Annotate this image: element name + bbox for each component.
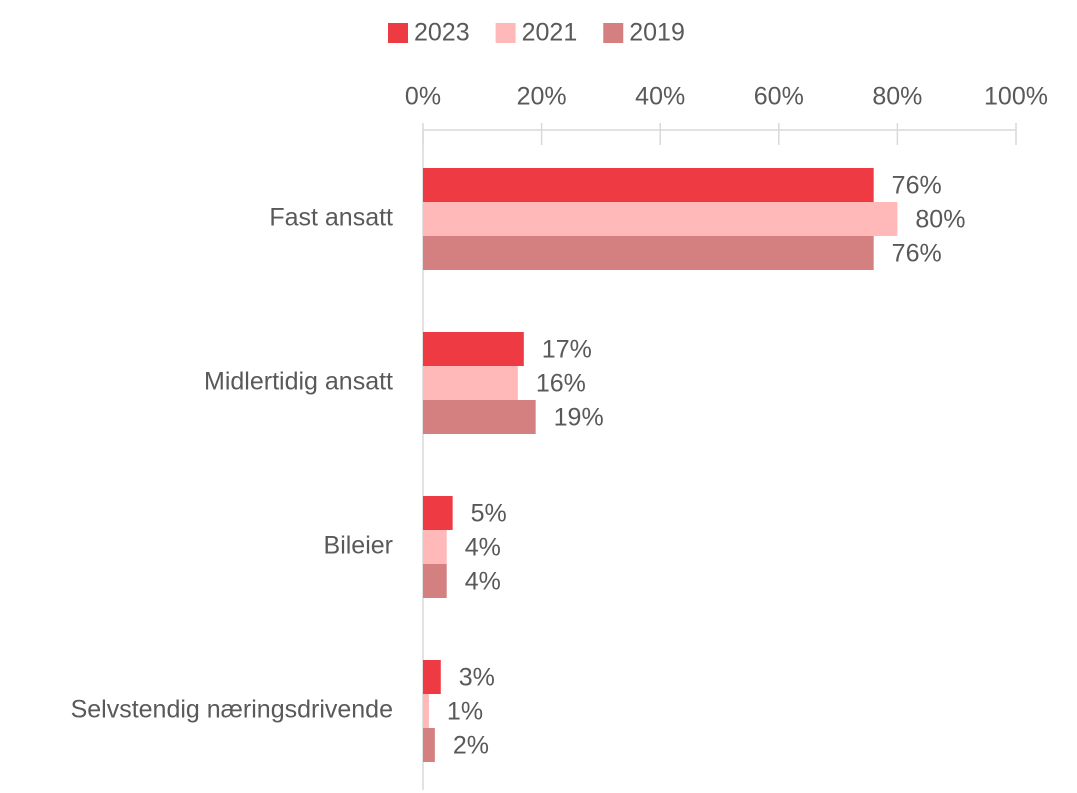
value-label: 76% (892, 240, 942, 268)
bar (423, 168, 874, 202)
bar (423, 400, 536, 434)
bar (423, 332, 524, 366)
legend-label: 2023 (414, 19, 470, 47)
legend-swatch (495, 23, 516, 43)
bar (423, 366, 518, 400)
legend-swatch (603, 23, 624, 43)
x-tick-label: 80% (872, 83, 922, 111)
bar (423, 530, 447, 564)
x-tick-label: 40% (635, 83, 685, 111)
bar (423, 728, 435, 762)
y-tick-label: Fast ansatt (269, 204, 393, 232)
bar (423, 564, 447, 598)
x-tick-label: 60% (754, 83, 804, 111)
bar (423, 202, 898, 236)
y-tick-label: Bileier (324, 532, 393, 560)
value-label: 17% (542, 336, 592, 364)
bar (423, 660, 441, 694)
bar (423, 694, 429, 728)
value-label: 2% (453, 732, 489, 760)
x-tick-label: 100% (984, 83, 1048, 111)
value-label: 1% (447, 698, 483, 726)
x-tick-label: 20% (517, 83, 567, 111)
legend-swatch (388, 23, 408, 43)
value-label: 19% (554, 404, 604, 432)
legend-label: 2021 (522, 19, 578, 47)
y-tick-label: Selvstendig næringsdrivende (71, 696, 393, 724)
legend-label: 2019 (629, 19, 685, 47)
value-label: 76% (892, 172, 942, 200)
y-tick-label: Midlertidig ansatt (204, 368, 393, 396)
value-label: 4% (465, 534, 501, 562)
value-label: 80% (915, 206, 965, 234)
bar (423, 236, 874, 270)
value-label: 3% (459, 664, 495, 692)
bar (423, 496, 453, 530)
value-label: 5% (471, 500, 507, 528)
value-label: 16% (536, 370, 586, 398)
x-tick-label: 0% (405, 83, 441, 111)
value-label: 4% (465, 568, 501, 596)
